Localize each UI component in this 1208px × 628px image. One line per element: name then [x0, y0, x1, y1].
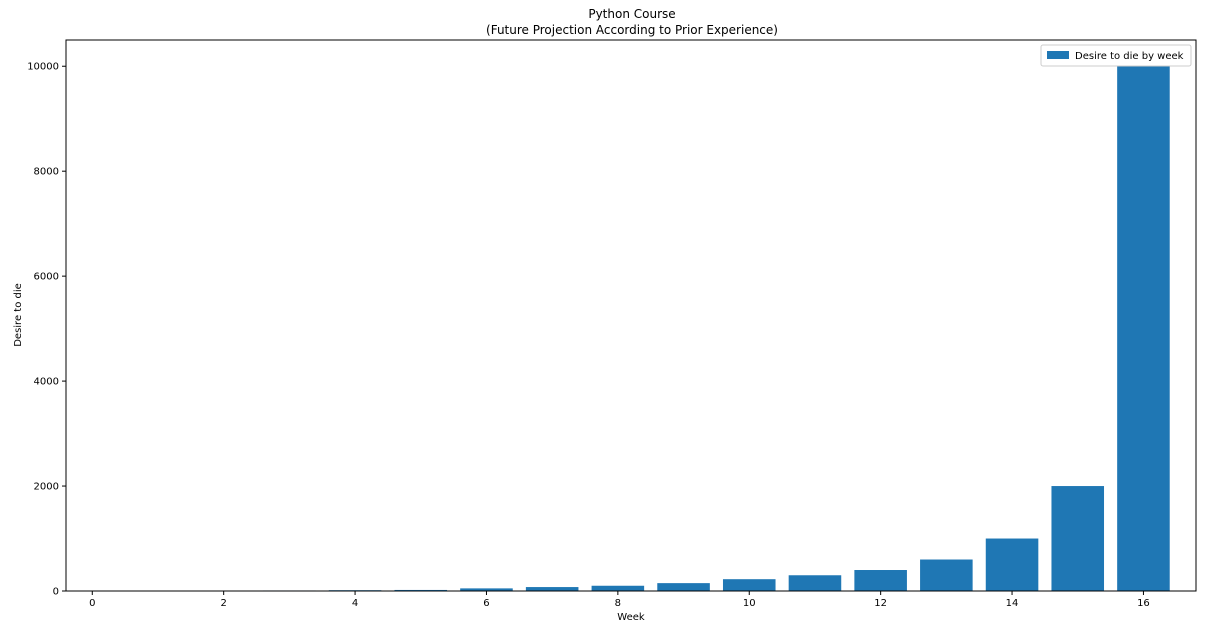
bars-group	[263, 66, 1170, 591]
y-tick-label: 10000	[27, 62, 59, 73]
chart-subtitle: (Future Projection According to Prior Ex…	[486, 23, 778, 37]
bar-week-6	[460, 588, 513, 591]
x-tick-label: 8	[615, 598, 621, 609]
y-tick-label: 2000	[34, 482, 59, 493]
bar-week-10	[722, 579, 776, 591]
x-tick-label: 4	[352, 598, 358, 609]
x-axis-label: Week	[617, 612, 645, 623]
bar-week-15	[1051, 486, 1105, 591]
bar-week-12	[854, 570, 907, 591]
bar-week-5	[394, 589, 448, 591]
y-axis-ticks: 0 2000 4000 6000 8000 10000	[27, 62, 66, 598]
x-tick-label: 2	[220, 598, 226, 609]
x-tick-label: 0	[89, 598, 95, 609]
y-axis-label: Desire to die	[13, 283, 24, 347]
y-tick-label: 6000	[34, 272, 59, 283]
y-tick-label: 8000	[34, 167, 59, 178]
bar-week-16	[1117, 66, 1170, 591]
plot-frame	[65, 39, 1197, 592]
y-tick-label: 4000	[34, 377, 59, 388]
legend: Desire to die by week	[1040, 44, 1192, 67]
bar-week-13	[920, 559, 973, 591]
legend-swatch	[1047, 51, 1069, 59]
legend-box	[1040, 44, 1192, 67]
x-tick-label: 14	[1006, 598, 1019, 609]
x-tick-label: 10	[743, 598, 756, 609]
bar-week-9	[657, 583, 710, 591]
x-tick-label: 12	[874, 598, 887, 609]
legend-label: Desire to die by week	[1075, 51, 1184, 62]
y-tick-label: 0	[53, 587, 59, 598]
bar-week-7	[525, 587, 579, 591]
bar-week-11	[788, 575, 842, 591]
x-axis-ticks: 0 2 4 6 8 10 12 14 16	[89, 591, 1150, 609]
bar-week-14	[985, 538, 1039, 591]
chart-title: Python Course	[588, 7, 675, 21]
x-tick-label: 16	[1137, 598, 1150, 609]
bar-week-8	[591, 585, 645, 591]
x-tick-label: 6	[483, 598, 489, 609]
